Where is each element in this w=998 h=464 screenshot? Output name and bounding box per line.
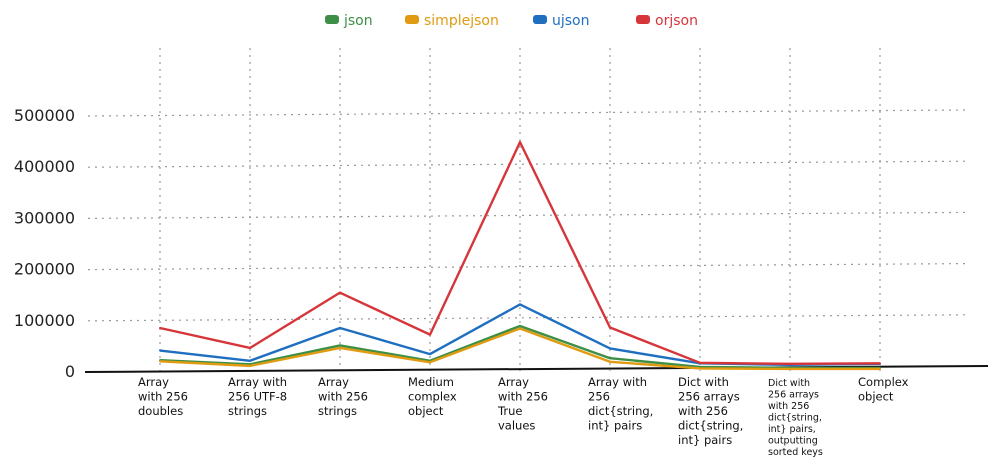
data-point-orjson: [249, 346, 251, 349]
y-tick-label: 0: [65, 362, 75, 381]
x-tick-label: Array with 256 doubles: [138, 375, 188, 418]
gridline-y: [87, 160, 966, 168]
y-tick-label: 400000: [14, 157, 75, 176]
legend-swatch-orjson: [636, 15, 650, 24]
x-tick-label: Complex object: [858, 375, 909, 404]
data-point-simplejson: [609, 360, 611, 363]
legend-label-simplejson: simplejson: [424, 13, 499, 29]
y-tick-label: 500000: [14, 106, 75, 125]
gridline-y: [87, 314, 966, 322]
data-point-ujson: [249, 359, 251, 362]
x-tick-label: Dict with 256 arrays with 256 dict{string, i…: [768, 378, 823, 458]
data-point-orjson: [159, 326, 161, 329]
data-point-json: [609, 357, 611, 360]
x-tick-label: Array with 256 strings: [318, 375, 368, 418]
data-point-simplejson: [879, 367, 881, 370]
data-point-orjson: [429, 333, 431, 336]
legend-swatch-simplejson: [405, 15, 419, 24]
gridline-y: [87, 211, 966, 219]
data-point-json: [339, 344, 341, 347]
data-point-orjson: [879, 362, 881, 365]
data-point-ujson: [429, 353, 431, 356]
x-tick-label: Dict with 256 arrays with 256 dict{string, i…: [678, 375, 743, 447]
data-point-simplejson: [789, 367, 791, 370]
data-point-orjson: [519, 141, 521, 144]
legend-label-json: json: [343, 13, 373, 29]
data-point-simplejson: [159, 360, 161, 363]
x-tick-label: Array with 256 True values: [497, 375, 548, 433]
legend-swatch-json: [325, 15, 339, 24]
legend-label-orjson: orjson: [655, 13, 698, 29]
data-point-orjson: [339, 291, 341, 294]
legend-swatch-ujson: [533, 15, 547, 24]
y-tick-label: 100000: [14, 311, 75, 330]
gridline-y: [87, 263, 966, 271]
data-point-orjson: [699, 361, 701, 364]
data-point-json: [519, 324, 521, 327]
data-point-simplejson: [699, 367, 701, 370]
data-point-ujson: [339, 326, 341, 329]
x-tick-label: Medium complex object: [408, 375, 457, 418]
y-tick-label: 200000: [14, 260, 75, 279]
x-tick-label: Array with 256 UTF-8 strings: [228, 375, 287, 418]
data-point-ujson: [609, 347, 611, 350]
series-line-ujson: [159, 303, 881, 367]
data-point-ujson: [159, 349, 161, 352]
data-point-orjson: [789, 362, 791, 365]
data-point-simplejson: [519, 327, 521, 330]
data-point-simplejson: [249, 364, 251, 367]
data-point-simplejson: [339, 346, 341, 349]
gridline-y: [87, 109, 966, 117]
data-point-orjson: [609, 326, 611, 329]
legend-label-ujson: ujson: [552, 13, 590, 29]
data-point-ujson: [519, 303, 521, 306]
x-tick-label: Array with 256 dict{string, int} pairs: [588, 375, 653, 433]
data-point-simplejson: [429, 361, 431, 364]
y-tick-label: 300000: [14, 208, 75, 227]
